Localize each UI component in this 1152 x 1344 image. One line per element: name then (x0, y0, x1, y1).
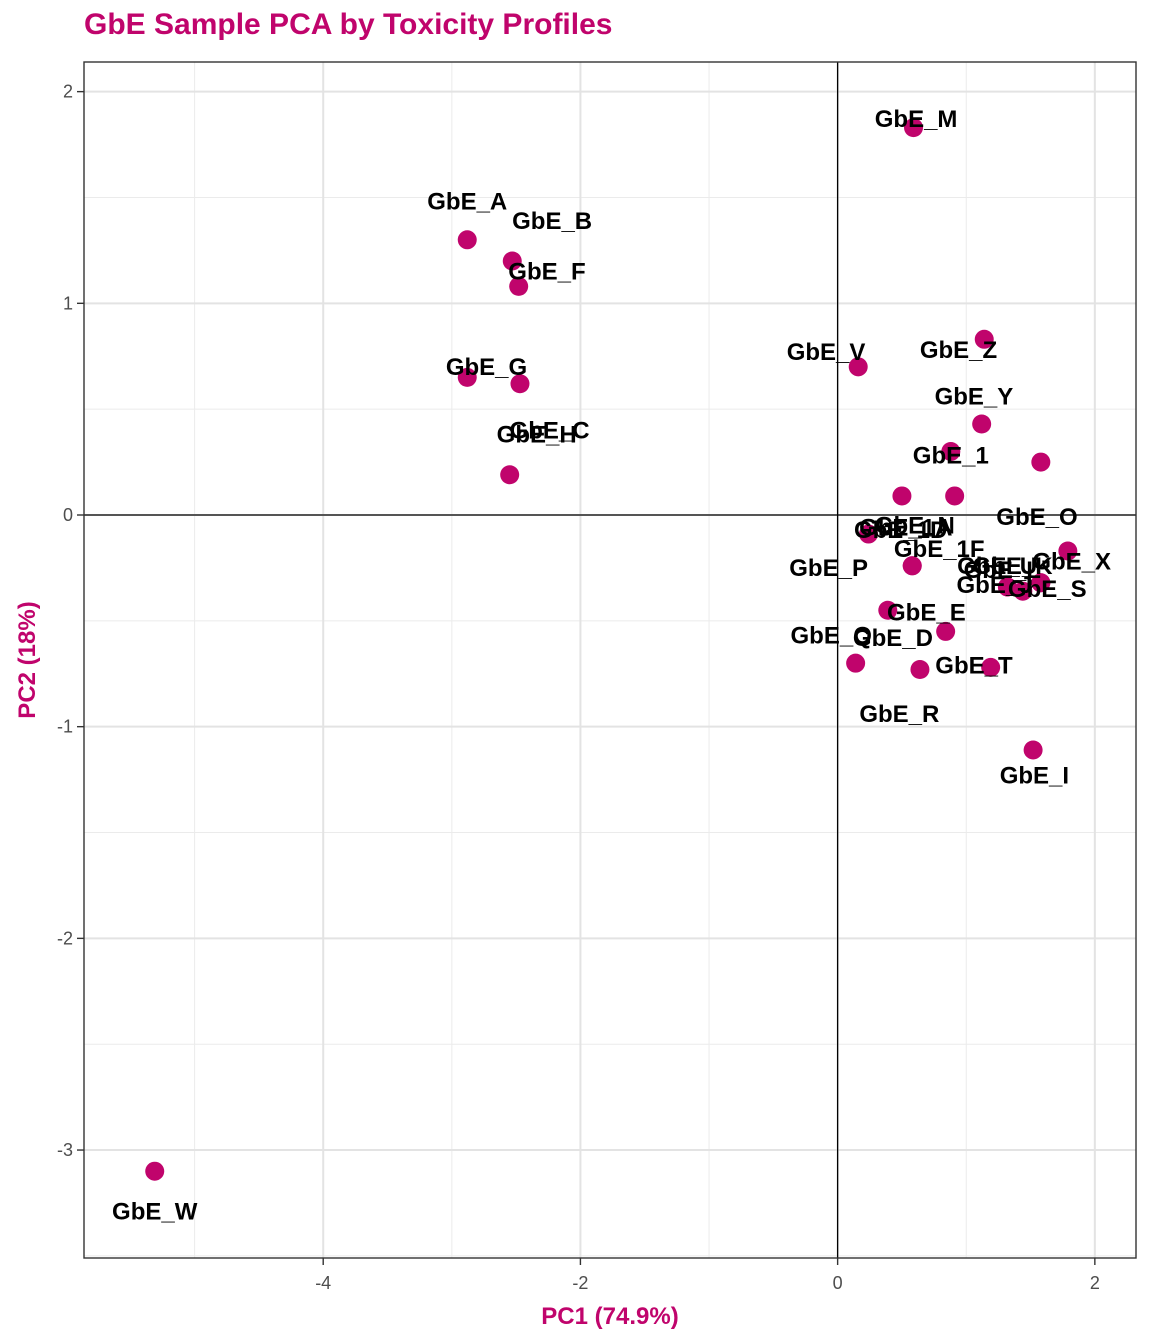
point-label: GbE_P (789, 555, 868, 582)
point-label: GbE_V (787, 339, 866, 366)
plot-border (83, 61, 1137, 1259)
point-label: GbE_U (957, 553, 1037, 580)
point-label: GbE_K (973, 553, 1054, 580)
data-point (945, 486, 965, 506)
point-label: GbE_1 (913, 443, 989, 470)
point-label: GbE_J (957, 572, 1033, 599)
data-point (509, 276, 529, 296)
point-label: GbE_E (887, 599, 966, 626)
data-point (892, 486, 912, 506)
point-label: GbE_Z (920, 337, 997, 364)
chart-title: GbE Sample PCA by Toxicity Profiles (84, 8, 613, 41)
x-tick-label: 0 (833, 1273, 843, 1293)
data-point (510, 374, 530, 394)
data-point (941, 441, 961, 461)
x-tick-label: -2 (572, 1273, 588, 1293)
data-point (936, 621, 956, 641)
point-label: GbE_1F (894, 536, 985, 563)
data-point (997, 577, 1017, 597)
point-label: GbE_M (875, 106, 958, 133)
data-point (457, 367, 477, 387)
data-point (848, 357, 868, 377)
y-tick-label: -3 (57, 1140, 73, 1160)
y-tick-label: -1 (57, 717, 73, 737)
point-label: GbE_1D (854, 517, 947, 544)
plot-panel (84, 62, 1136, 1258)
data-point (1058, 541, 1078, 561)
data-point (910, 660, 930, 680)
data-point (902, 556, 922, 576)
data-point (974, 329, 994, 349)
data-point (904, 118, 924, 138)
point-label: GbE_G (446, 354, 527, 381)
data-point (145, 1161, 165, 1181)
y-tick-label: -2 (57, 928, 73, 948)
point-label: GbE_O (996, 504, 1077, 531)
data-point (500, 465, 520, 485)
point-label: GbE_H (497, 422, 577, 449)
point-label: GbE_1A (859, 515, 952, 542)
data-point (1013, 581, 1033, 601)
point-label: GbE_X (1032, 549, 1111, 576)
y-axis-title: PC2 (18%) (14, 601, 41, 718)
data-point (457, 230, 477, 250)
data-point (981, 657, 1001, 677)
data-point (1023, 740, 1043, 760)
data-point (972, 414, 992, 434)
point-label: GbE_W (112, 1198, 198, 1225)
y-tick-label: 0 (63, 505, 73, 525)
point-label: GbE_C (510, 417, 590, 444)
x-tick-label: -4 (315, 1273, 331, 1293)
point-label: GbE_T (935, 652, 1013, 679)
y-tick-label: 1 (63, 293, 73, 313)
point-label: GbE_Q (791, 623, 872, 650)
reference-lines (84, 62, 1136, 1258)
data-point (1031, 573, 1051, 593)
data-point (846, 653, 866, 673)
x-tick-label: 2 (1090, 1273, 1100, 1293)
data-point (858, 524, 878, 544)
x-axis-title: PC1 (74.9%) (541, 1303, 678, 1330)
point-label: GbE_D (853, 625, 933, 652)
point-label: GbE_B (512, 208, 592, 235)
data-point (1031, 452, 1051, 472)
data-point (502, 251, 522, 271)
point-label: GbE_R (859, 701, 939, 728)
point-label: GbE_S (1008, 576, 1087, 603)
point-label: GbE_L (964, 557, 1041, 584)
point-label: GbE_A (427, 189, 507, 216)
point-label: GbE_I (1000, 762, 1069, 789)
data-point (878, 600, 898, 620)
point-label: GbE_N (875, 513, 955, 540)
minor-gridlines (84, 62, 1136, 1258)
point-label: GbE_F (508, 259, 585, 286)
axis-ticks: -4 -2 0 2 -3 -2 -1 0 1 2 (57, 82, 1100, 1293)
y-tick-label: 2 (63, 82, 73, 102)
data-points (145, 118, 1078, 1181)
point-label: GbE_Y (935, 383, 1014, 410)
